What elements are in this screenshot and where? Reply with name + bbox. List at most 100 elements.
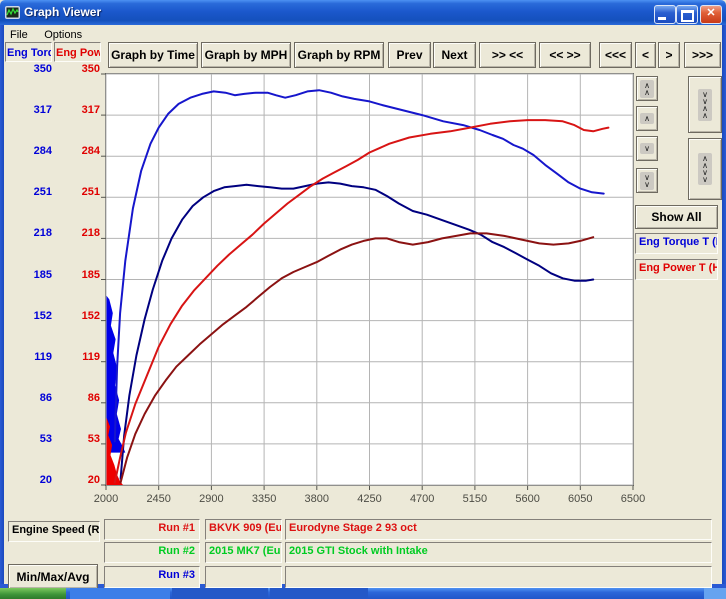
graph-by-time-label: Graph by Time — [111, 48, 195, 62]
minimize-button[interactable] — [654, 5, 676, 24]
task-button-1[interactable] — [70, 588, 170, 599]
menu-bar: File Options — [4, 25, 722, 41]
run3-file-field[interactable] — [205, 566, 282, 588]
close-icon: ✕ — [706, 7, 716, 19]
double-chevron-down-icon: ∨ ∨ — [640, 171, 654, 190]
graph-by-rpm-button[interactable]: Graph by RPM — [294, 42, 384, 68]
y-compress-button[interactable]: ∨ ∨ ∧ ∧ — [688, 76, 722, 133]
series-3 — [119, 232, 595, 484]
task-button-2[interactable] — [172, 588, 268, 599]
chart-svg — [101, 73, 634, 490]
tray-edge[interactable] — [704, 588, 726, 599]
legend-torque[interactable]: Eng Torque T (Ft-L — [635, 233, 718, 254]
graph-by-time-button[interactable]: Graph by Time — [108, 42, 198, 68]
y-axis-label-power: 218 — [81, 227, 100, 240]
chevron-up-icon: ∧ — [640, 113, 654, 124]
close-button[interactable]: ✕ — [700, 5, 722, 24]
x-axis-mode-label: Engine Speed (RPM — [12, 524, 100, 536]
x-axis-label: 2450 — [146, 493, 171, 505]
torque-axis-header: Eng Torque — [5, 42, 52, 62]
run2-desc-text: 2015 GTI Stock with Intake — [289, 545, 428, 557]
show-all-button[interactable]: Show All — [635, 205, 718, 229]
run1-label-box: Run #1 — [104, 519, 200, 540]
x-axis-label: 2900 — [199, 493, 224, 505]
series-1 — [119, 181, 595, 480]
x-axis-label: 3350 — [251, 493, 277, 505]
scroll-left-button[interactable]: < — [635, 42, 656, 68]
run3-label: Run #3 — [158, 569, 195, 581]
y-axis-label-power: 251 — [81, 186, 100, 199]
x-axis-label: 3800 — [304, 493, 330, 505]
scroll-right-label: > — [665, 48, 673, 62]
scroll-right-button[interactable]: > — [658, 42, 680, 68]
x-axis-label: 6050 — [568, 493, 593, 505]
zoom-in-x-button[interactable]: >> << — [479, 42, 536, 68]
title-bar[interactable]: Graph Viewer ✕ — [0, 0, 726, 25]
y-axis-label-power: 119 — [82, 350, 100, 363]
x-axis-label: 5150 — [462, 493, 488, 505]
y-expand-button[interactable]: ∧ ∧ ∨ ∨ — [688, 138, 722, 200]
y-axis-label-torque: 218 — [33, 227, 52, 240]
maximize-button[interactable] — [676, 5, 698, 24]
y-scale-up-fast-button[interactable]: ∧ ∧ — [636, 76, 658, 101]
compress-chevrons-icon: ∨ ∨ ∧ ∧ — [698, 88, 712, 121]
y-axis-label-power: 20 — [87, 474, 100, 486]
scroll-left-label: < — [641, 48, 649, 62]
next-label: Next — [441, 48, 468, 62]
x-axis-label: 6500 — [620, 493, 646, 505]
run1-desc-field[interactable]: Eurodyne Stage 2 93 oct — [285, 519, 712, 540]
x-axis-mode-box: Engine Speed (RPM — [8, 521, 100, 542]
run1-desc-text: Eurodyne Stage 2 93 oct — [289, 522, 417, 534]
scroll-far-left-label: <<< — [604, 48, 627, 62]
min-max-avg-button[interactable]: Min/Max/Avg — [8, 564, 98, 589]
double-chevron-up-icon: ∧ ∧ — [640, 79, 654, 98]
menu-options[interactable]: Options — [44, 29, 83, 41]
zoom-out-x-label: << >> — [549, 48, 581, 62]
y-axis-label-power: 317 — [81, 104, 100, 117]
next-button[interactable]: Next — [433, 42, 476, 68]
run2-file-field[interactable]: 2015 MK7 (Eurodyne, E — [205, 542, 282, 563]
graph-by-mph-button[interactable]: Graph by MPH — [201, 42, 291, 68]
prev-button[interactable]: Prev — [388, 42, 431, 68]
y-axis-label-power: 284 — [81, 145, 100, 158]
y-axis-label-power: 86 — [87, 391, 100, 404]
scroll-far-left-button[interactable]: <<< — [599, 42, 632, 68]
window-title: Graph Viewer — [24, 5, 102, 19]
legend-power[interactable]: Eng Power T (HP) — [635, 259, 718, 280]
window-border-right — [722, 25, 726, 588]
minimize-icon — [658, 17, 666, 20]
y-axis-label-power: 350 — [81, 63, 100, 75]
y-axis-label-torque: 152 — [33, 309, 52, 322]
task-button-3[interactable] — [270, 588, 368, 599]
y-axis-label-torque: 86 — [39, 391, 52, 404]
y-scale-down-fast-button[interactable]: ∨ ∨ — [636, 168, 658, 193]
zoom-out-x-button[interactable]: << >> — [539, 42, 591, 68]
chart-plot-area[interactable]: 350 350 317 317 284 284 251 251 218 218 185 185 152 1… — [34, 63, 646, 505]
y-axis-label-power: 53 — [87, 432, 100, 445]
y-scale-up-button[interactable]: ∧ — [636, 106, 658, 131]
y-axis-label-torque: 317 — [33, 104, 52, 117]
zoom-in-x-label: >> << — [491, 48, 524, 62]
power-axis-header: Eng Power — [54, 42, 101, 62]
power-axis-header-label: Eng Power — [56, 47, 100, 59]
run3-desc-field[interactable] — [285, 566, 712, 588]
legend-power-label: Eng Power T (HP) — [639, 262, 717, 274]
min-max-avg-label: Min/Max/Avg — [16, 569, 90, 584]
y-axis-label-torque: 350 — [33, 63, 52, 75]
x-axis-label: 4250 — [357, 493, 382, 505]
y-axis-label-torque: 119 — [34, 350, 52, 363]
series-0 — [113, 89, 605, 443]
menu-file[interactable]: File — [10, 29, 28, 41]
expand-chevrons-icon: ∧ ∧ ∨ ∨ — [698, 153, 712, 185]
run2-desc-field[interactable]: 2015 GTI Stock with Intake — [285, 542, 712, 563]
run2-label: Run #2 — [158, 545, 195, 557]
y-axis-label-torque: 251 — [33, 186, 52, 199]
scroll-far-right-button[interactable]: >>> — [684, 42, 721, 68]
start-button[interactable] — [0, 588, 66, 599]
taskbar[interactable] — [0, 588, 726, 599]
run2-file-text: 2015 MK7 (Eurodyne, E — [209, 545, 281, 557]
y-scale-down-button[interactable]: ∨ — [636, 136, 658, 161]
x-axis-label: 5600 — [515, 493, 540, 505]
run1-file-field[interactable]: BKVK 909 (Eurodyne, M — [205, 519, 282, 540]
run2-label-box: Run #2 — [104, 542, 200, 563]
